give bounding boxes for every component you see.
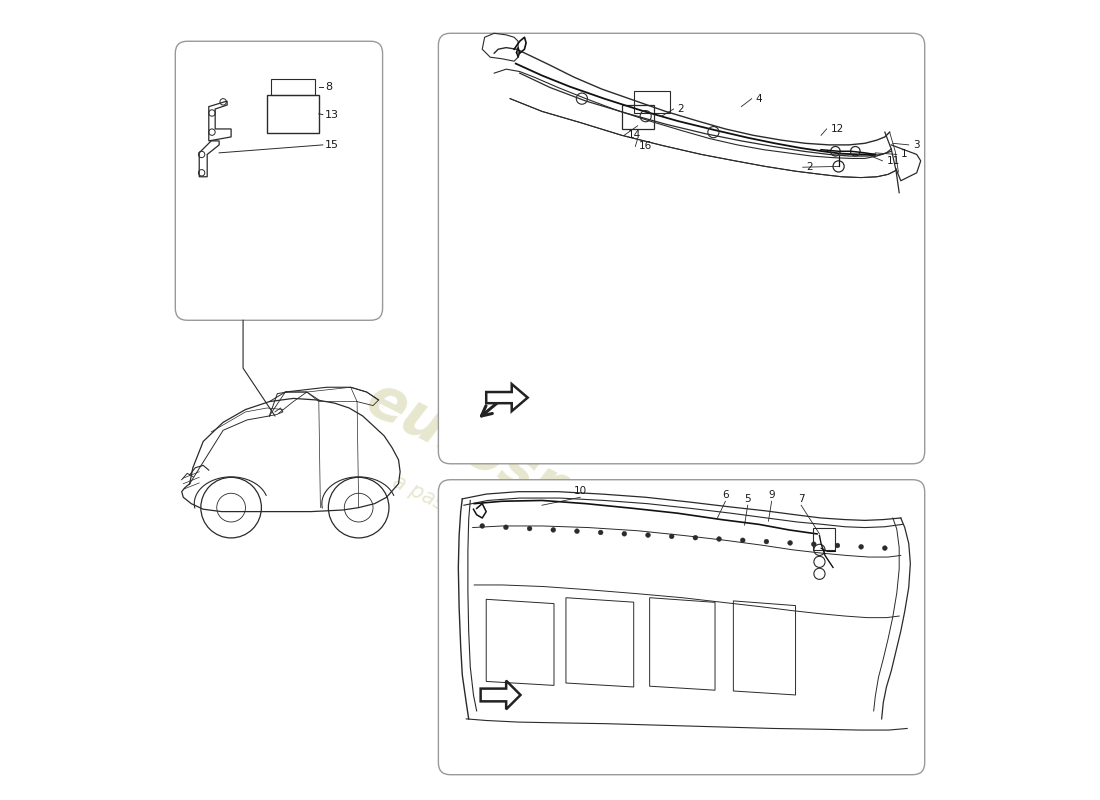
Polygon shape bbox=[481, 681, 520, 710]
Circle shape bbox=[788, 541, 792, 546]
Bar bbox=[634, 90, 670, 113]
Bar bbox=[271, 78, 315, 94]
Circle shape bbox=[551, 527, 556, 532]
Circle shape bbox=[859, 545, 864, 549]
Text: 3: 3 bbox=[913, 140, 920, 150]
Text: 5: 5 bbox=[745, 494, 751, 504]
Circle shape bbox=[646, 533, 650, 538]
Bar bbox=[621, 105, 653, 129]
Text: 6: 6 bbox=[722, 490, 728, 500]
Circle shape bbox=[527, 526, 532, 531]
Circle shape bbox=[717, 537, 722, 542]
Text: 11: 11 bbox=[887, 156, 900, 166]
Text: 2: 2 bbox=[678, 104, 684, 114]
Circle shape bbox=[835, 543, 840, 548]
Text: 12: 12 bbox=[830, 124, 844, 134]
Bar bbox=[267, 94, 319, 133]
Circle shape bbox=[740, 538, 745, 542]
Text: 8: 8 bbox=[326, 82, 332, 92]
Text: a passion for parts since 1985: a passion for parts since 1985 bbox=[389, 471, 679, 632]
Text: 7: 7 bbox=[798, 494, 804, 504]
Circle shape bbox=[669, 534, 674, 538]
FancyBboxPatch shape bbox=[439, 480, 925, 774]
Circle shape bbox=[504, 525, 508, 530]
Circle shape bbox=[693, 535, 697, 540]
Text: 15: 15 bbox=[326, 140, 339, 150]
Circle shape bbox=[882, 546, 888, 550]
Bar bbox=[813, 527, 835, 550]
Circle shape bbox=[621, 531, 627, 536]
Text: 10: 10 bbox=[574, 486, 587, 496]
Circle shape bbox=[574, 529, 580, 534]
Circle shape bbox=[812, 542, 816, 546]
Circle shape bbox=[480, 523, 485, 528]
Text: 16: 16 bbox=[639, 142, 652, 151]
Text: 14: 14 bbox=[628, 130, 641, 140]
FancyBboxPatch shape bbox=[439, 34, 925, 464]
Text: 13: 13 bbox=[326, 110, 339, 119]
Circle shape bbox=[598, 530, 603, 535]
Polygon shape bbox=[486, 384, 528, 411]
Circle shape bbox=[764, 539, 769, 544]
FancyBboxPatch shape bbox=[175, 42, 383, 320]
Text: 1: 1 bbox=[901, 150, 908, 159]
Text: eurospares: eurospares bbox=[356, 370, 712, 589]
Text: 9: 9 bbox=[768, 490, 774, 500]
Text: 2: 2 bbox=[806, 162, 813, 172]
Text: 4: 4 bbox=[756, 94, 762, 104]
